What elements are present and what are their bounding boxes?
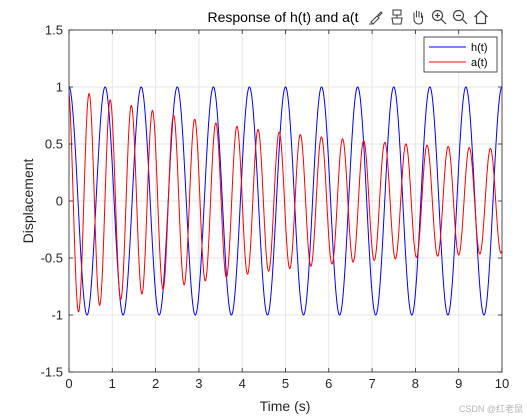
- zoom-out-icon[interactable]: [450, 7, 469, 27]
- x-axis-label: Time (s): [260, 398, 311, 414]
- x-tick-label: 0: [65, 376, 72, 391]
- y-axis-label: Displacement: [20, 158, 36, 243]
- series-line-h: [68, 86, 503, 316]
- y-tick-label: 0.5: [45, 137, 63, 152]
- x-tick-label: 9: [455, 376, 462, 391]
- y-tick-label: 0: [56, 194, 63, 209]
- y-tick-label: 1: [56, 80, 63, 95]
- x-tick-label: 5: [282, 376, 289, 391]
- x-tick-label: 6: [325, 376, 332, 391]
- series-line-a: [68, 92, 503, 313]
- axes-toolbar: [366, 6, 490, 28]
- y-tick-label: -1: [51, 308, 63, 323]
- x-tick-label: 7: [368, 376, 375, 391]
- legend-label-h: h(t): [471, 42, 488, 54]
- y-tick-label: 1.5: [45, 23, 63, 38]
- x-tick-labels: 0 1 2 3 4 5 6 7 8 9 10: [65, 376, 509, 391]
- series-group: [68, 86, 503, 316]
- data-tips-icon[interactable]: [387, 7, 406, 27]
- y-tick-label: -1.5: [41, 365, 63, 380]
- brush-icon[interactable]: [366, 7, 385, 27]
- watermark: CSDN @红老鼠: [459, 403, 523, 414]
- tick-marks: [68, 29, 503, 373]
- legend: h(t) a(t): [423, 36, 498, 73]
- chart-title: Response of h(t) and a(t: [208, 9, 359, 25]
- x-tick-label: 2: [152, 376, 159, 391]
- x-tick-label: 1: [109, 376, 116, 391]
- x-tick-label: 3: [195, 376, 202, 391]
- x-tick-label: 8: [412, 376, 419, 391]
- legend-box: [423, 36, 498, 73]
- zoom-in-icon[interactable]: [429, 7, 448, 27]
- home-icon[interactable]: [471, 7, 490, 27]
- y-tick-label: -0.5: [41, 251, 63, 266]
- pan-icon[interactable]: [408, 7, 427, 27]
- y-tick-labels: -1.5 -1 -0.5 0 0.5 1 1.5: [41, 23, 63, 380]
- legend-label-a: a(t): [471, 57, 488, 69]
- x-tick-label: 10: [495, 376, 509, 391]
- x-tick-label: 4: [239, 376, 246, 391]
